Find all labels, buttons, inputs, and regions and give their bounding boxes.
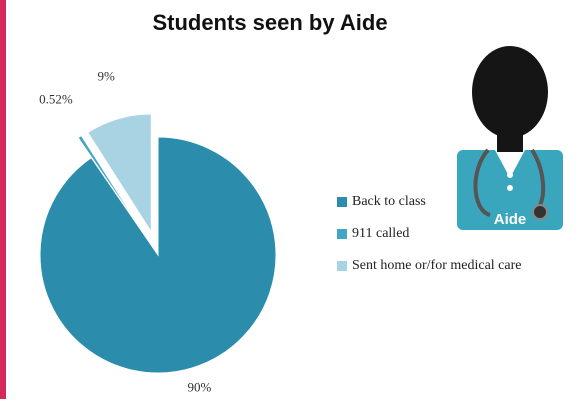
- chart-title: Students seen by Aide: [152, 10, 387, 35]
- pie-slice: [87, 113, 152, 234]
- legend-label: 911 called: [352, 226, 409, 241]
- legend-swatch: [337, 261, 347, 271]
- legend-label: Back to class: [352, 194, 426, 209]
- data-label: 90%: [188, 380, 212, 395]
- legend-swatch: [337, 197, 347, 207]
- data-label: 0.52%: [39, 92, 73, 107]
- legend-label: Sent home or/for medical care: [352, 258, 521, 273]
- data-label: 9%: [97, 68, 115, 83]
- icon-label: Aide: [494, 211, 527, 228]
- legend-swatch: [337, 229, 347, 239]
- aide-icon: Aide: [457, 46, 563, 230]
- side-bar: [0, 0, 6, 399]
- pie-slice: [77, 134, 146, 236]
- pie-slice: [39, 136, 277, 374]
